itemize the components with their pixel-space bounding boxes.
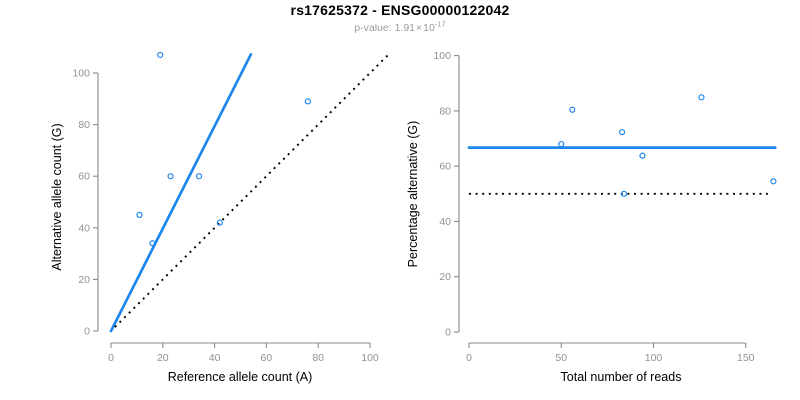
y-tick-label: 60 [78,171,90,183]
figure-subtitle: p-value: 1.91×10-17 [0,19,800,34]
p-value-mantissa: 1.91 [394,22,416,34]
x-axis-label: Reference allele count (A) [168,370,313,384]
y-axis-label: Percentage alternative (G) [406,121,420,268]
p-value-exponent: -17 [434,19,446,29]
data-point [619,129,626,136]
x-tick-label: 40 [209,352,221,364]
data-point [558,140,565,148]
data-point [639,152,646,159]
x-tick-label: 100 [645,352,663,364]
data-point [216,219,223,226]
y-tick-label: 100 [433,50,451,62]
percentage-alternative-panel: 0 50 100 150 0 20 40 60 80 100 Total number of rea… [406,50,777,384]
y-axis-label: Alternative allele count (G) [50,123,64,270]
data-point [569,106,576,113]
data-point [157,51,164,59]
data-point [136,211,143,218]
x-axis-label: Total number of reads [561,370,682,384]
y-tick-label: 20 [78,274,90,286]
y-tick-label: 100 [72,68,90,80]
y-tick-label: 20 [439,271,451,283]
x-tick-label: 100 [361,352,379,364]
p-value-base: 10 [423,22,435,34]
y-tick-label: 0 [84,326,90,338]
y-tick-label: 60 [439,161,451,173]
data-point [770,178,777,185]
fit-line [109,53,253,333]
data-point [149,240,156,247]
p-value-label: p-value: [354,22,395,34]
identity-line [114,54,389,328]
x-tick-label: 50 [555,352,567,364]
y-tick-label: 0 [445,327,451,339]
data-point [304,98,311,105]
x-tick-label: 20 [157,352,169,364]
y-tick-label: 40 [78,222,90,234]
multiplication-sign: × [416,22,423,34]
x-tick-label: 80 [312,352,324,364]
y-tick-label: 80 [78,119,90,131]
y-tick-label: 40 [439,216,451,228]
data-point [167,173,174,180]
y-tick-label: 80 [439,105,451,117]
figure-title: rs17625372 - ENSG00000122042 [290,2,510,18]
data-point [195,173,203,180]
x-tick-label: 150 [737,352,755,364]
x-tick-label: 0 [466,352,472,364]
x-tick-label: 60 [261,352,273,364]
data-point [620,190,628,197]
x-tick-label: 0 [108,352,114,364]
data-point [698,94,705,101]
allele-counts-panel: 0 20 40 60 80 100 0 20 40 60 80 100 Reference allele… [50,51,389,384]
